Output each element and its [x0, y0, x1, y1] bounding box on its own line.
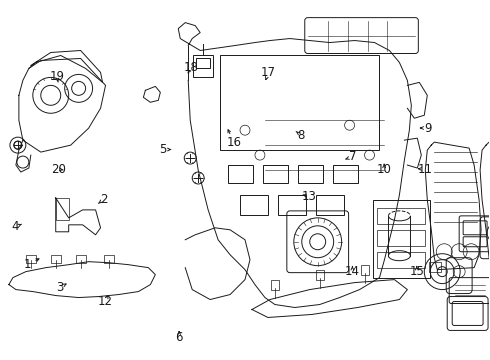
Bar	[429, 262, 441, 272]
Bar	[56, 198, 69, 220]
Text: 10: 10	[377, 163, 392, 176]
Text: 13: 13	[302, 190, 317, 203]
Bar	[75, 255, 86, 263]
Bar	[196, 58, 210, 68]
Text: 1: 1	[24, 258, 31, 271]
Text: 6: 6	[175, 331, 183, 344]
Bar	[377, 252, 425, 268]
Bar	[377, 208, 425, 224]
Text: 12: 12	[98, 296, 112, 309]
Bar	[333, 165, 358, 183]
Bar	[240, 195, 268, 215]
Bar	[372, 200, 430, 278]
Text: 14: 14	[345, 265, 360, 278]
Bar	[361, 265, 368, 275]
Bar	[271, 280, 279, 289]
Text: 8: 8	[297, 129, 305, 142]
Text: 15: 15	[409, 265, 424, 278]
Text: 19: 19	[49, 69, 65, 82]
Bar	[316, 195, 343, 215]
Text: 20: 20	[51, 163, 66, 176]
Bar	[377, 230, 425, 246]
Bar	[26, 255, 36, 263]
Bar	[103, 255, 114, 263]
Bar	[316, 270, 324, 280]
Bar	[193, 55, 213, 77]
Bar	[263, 165, 288, 183]
Text: 7: 7	[348, 150, 356, 163]
Bar	[220, 55, 379, 150]
Text: 3: 3	[56, 281, 63, 294]
Text: 17: 17	[261, 66, 276, 79]
Text: 11: 11	[418, 163, 433, 176]
Text: 4: 4	[12, 220, 19, 233]
Text: 5: 5	[159, 143, 167, 156]
Text: 18: 18	[184, 60, 199, 73]
Text: 16: 16	[226, 136, 241, 149]
Bar	[228, 165, 253, 183]
Bar	[298, 165, 323, 183]
Bar	[278, 195, 306, 215]
Text: 9: 9	[424, 122, 432, 135]
Bar	[51, 255, 61, 263]
Text: 2: 2	[99, 193, 107, 206]
